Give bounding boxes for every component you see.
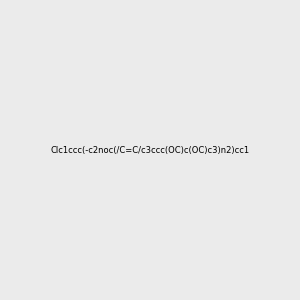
Text: Clc1ccc(-c2noc(/C=C/c3ccc(OC)c(OC)c3)n2)cc1: Clc1ccc(-c2noc(/C=C/c3ccc(OC)c(OC)c3)n2)… xyxy=(50,146,250,154)
